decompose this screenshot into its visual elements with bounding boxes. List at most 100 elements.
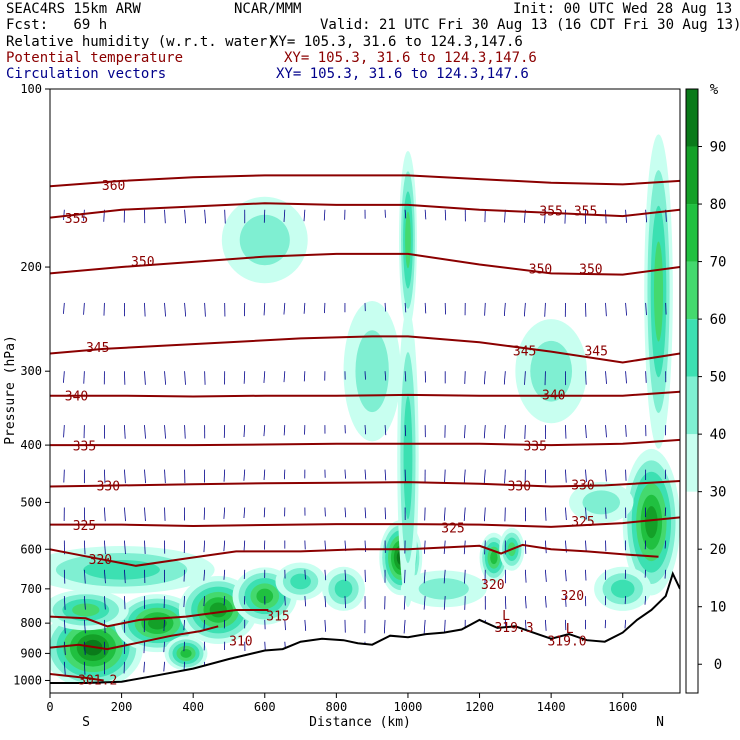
vector-21 xyxy=(83,619,86,634)
x-tick-label-1200: 1200 xyxy=(465,700,494,714)
vector-272 xyxy=(504,596,507,610)
vector-72 xyxy=(184,209,187,224)
vector-339 xyxy=(625,425,627,437)
vector-11 xyxy=(63,661,66,675)
colorbar-tick-label-0: 0 xyxy=(714,657,722,673)
vector-195 xyxy=(384,425,387,436)
vector-255 xyxy=(483,425,486,439)
theta-contour-335 xyxy=(50,438,680,447)
vector-40 xyxy=(124,469,126,484)
theta-label-20: 330 xyxy=(508,480,531,495)
vector-54 xyxy=(144,540,146,554)
vector-243 xyxy=(464,425,466,439)
vector-223 xyxy=(423,569,426,584)
vector-89 xyxy=(203,507,206,520)
theta-label-11: 301.2 xyxy=(78,673,117,688)
y-tick-label-700: 700 xyxy=(20,582,42,596)
vector-80 xyxy=(183,596,185,608)
vector-110 xyxy=(243,371,246,384)
colorbar-band--10 xyxy=(686,664,698,693)
vector-93 xyxy=(203,619,206,630)
rh-shading-layer xyxy=(50,134,680,689)
field-rh-xy: XY= 105.3, 31.6 to 124.3,147.6 xyxy=(270,34,523,50)
vector-153 xyxy=(304,619,307,631)
colorbar-tick-label-60: 60 xyxy=(710,312,727,328)
terrain-layer xyxy=(50,570,680,693)
vector-90 xyxy=(203,540,206,553)
rh-area-16-1 xyxy=(418,578,469,600)
vector-201 xyxy=(383,619,386,634)
colorbar: 0 10 20 30 40 50 60 70 80 90 xyxy=(685,88,727,694)
vector-114 xyxy=(243,540,246,551)
vector-32 xyxy=(104,596,106,610)
vector-337 xyxy=(625,302,627,316)
y-tick-label-400: 400 xyxy=(20,438,42,452)
colorbar-band-60 xyxy=(686,261,698,320)
vector-2 xyxy=(63,371,65,383)
vector-254 xyxy=(483,371,486,385)
vector-42 xyxy=(124,540,126,555)
vector-113 xyxy=(243,507,246,519)
theta-contour-340 xyxy=(50,390,680,398)
vector-304 xyxy=(565,469,567,483)
vector-204 xyxy=(404,209,407,219)
vector-14 xyxy=(83,371,85,384)
vector-211 xyxy=(404,569,406,584)
vector-124 xyxy=(263,469,266,480)
rh-area-14-1 xyxy=(239,214,290,266)
vector-162 xyxy=(324,540,326,551)
rh-area-17-2 xyxy=(610,579,635,598)
colorbar-tick-label-40: 40 xyxy=(710,427,727,443)
vector-329 xyxy=(605,507,607,519)
vector-247 xyxy=(464,569,466,584)
vector-151 xyxy=(304,569,306,580)
vector-318 xyxy=(585,540,587,552)
vector-83 xyxy=(183,661,185,671)
vector-256 xyxy=(483,469,486,484)
vector-43 xyxy=(124,569,126,584)
theta-label-16: 345 xyxy=(513,345,536,360)
colorbar-band-50 xyxy=(686,319,698,377)
vector-30 xyxy=(104,540,106,555)
theta-label-layer: 355 360 350 345 340 335 330 325 320 315 310 301.2 35… xyxy=(65,179,608,688)
theta-label-2: 350 xyxy=(131,255,154,270)
theta-label-3: 345 xyxy=(86,341,109,356)
theta-label-13: 355 xyxy=(574,204,597,219)
vector-268 xyxy=(504,469,506,484)
x-tick-label-600: 600 xyxy=(254,700,276,714)
colorbar-frame xyxy=(685,88,699,694)
theta-label-6: 330 xyxy=(97,480,120,495)
y-tick-label-200: 200 xyxy=(20,260,42,274)
theta-contour-345 xyxy=(50,335,680,364)
vector-112 xyxy=(243,469,246,481)
field-vectors-xy: XY= 105.3, 31.6 to 124.3,147.6 xyxy=(276,66,529,82)
vector-69 xyxy=(163,619,165,632)
y-tick-label-900: 900 xyxy=(20,646,42,660)
y-tick-label-300: 300 xyxy=(20,364,42,378)
vector-50 xyxy=(144,371,146,385)
vector-277 xyxy=(523,302,526,317)
colorbar-tick-label-30: 30 xyxy=(710,485,727,501)
vector-303 xyxy=(565,425,567,439)
vector-279 xyxy=(524,425,526,439)
x-tick-label-1000: 1000 xyxy=(394,700,423,714)
theta-label-1: 360 xyxy=(102,179,125,194)
theta-label-23: 325 xyxy=(571,515,594,530)
vector-355 xyxy=(644,569,647,578)
vector-145 xyxy=(303,302,306,314)
vector-49 xyxy=(144,302,146,317)
x-tick-label-1600: 1600 xyxy=(608,700,637,714)
vector-257 xyxy=(483,507,486,522)
vector-326 xyxy=(605,371,607,384)
vector-3 xyxy=(63,425,65,438)
x-tick-label-0: 0 xyxy=(46,700,53,714)
vector-91 xyxy=(203,569,206,581)
x-tick-label-1400: 1400 xyxy=(537,700,566,714)
colorbar-band-0 xyxy=(686,606,698,665)
vector-294 xyxy=(545,540,547,554)
org-name: NCAR/MMM xyxy=(234,1,302,17)
colorbar-band-30 xyxy=(686,434,698,492)
vector-197 xyxy=(384,507,386,520)
vector-233 xyxy=(443,507,446,521)
vector-307 xyxy=(565,569,567,582)
